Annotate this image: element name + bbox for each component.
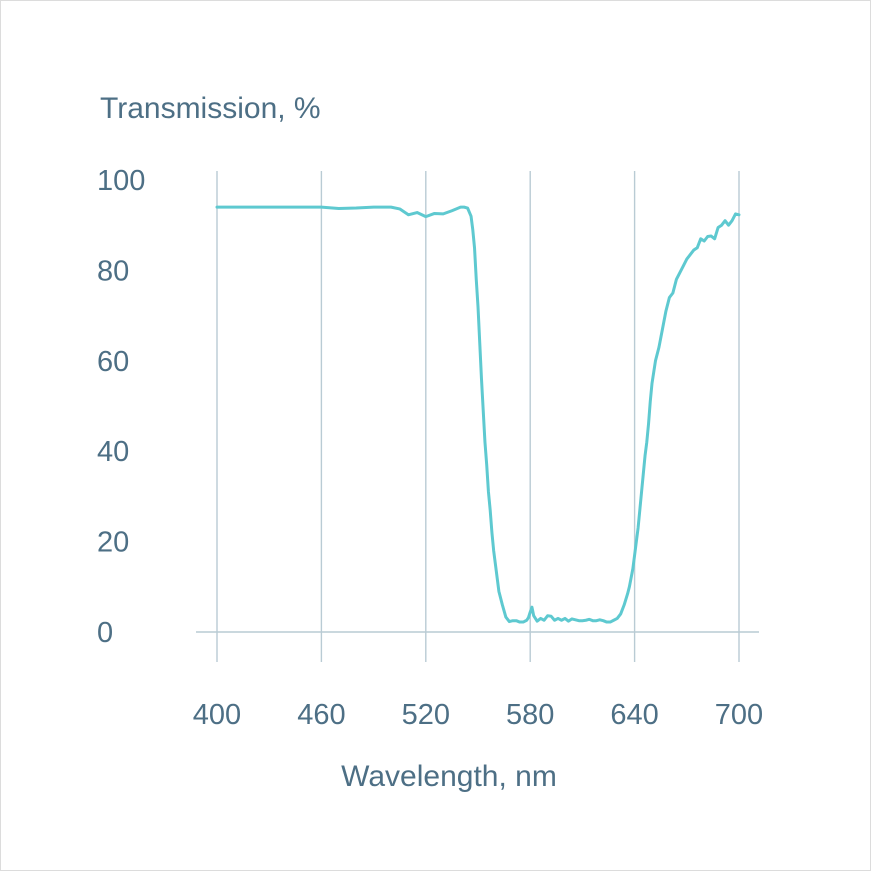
y-axis-title: Transmission, % (100, 92, 321, 125)
y-tick-label-60: 60 (97, 346, 129, 378)
x-axis-ticks: 400 460 520 580 640 700 (193, 699, 763, 731)
x-tick-label-700: 700 (715, 699, 763, 731)
series-line-0 (215, 205, 741, 624)
y-tick-label-20: 20 (97, 527, 129, 559)
y-tick-label-0: 0 (97, 617, 113, 649)
y-tick-label-40: 40 (97, 436, 129, 468)
x-tick-label-640: 640 (610, 699, 658, 731)
series-layer (215, 205, 741, 624)
x-tick-label-520: 520 (402, 699, 450, 731)
x-tick-label-580: 580 (506, 699, 554, 731)
x-tick-label-400: 400 (193, 699, 241, 731)
vertical-grid (216, 171, 740, 662)
y-tick-label-80: 80 (97, 255, 129, 287)
x-axis-title: Wavelength, nm (341, 760, 557, 793)
y-tick-label-100: 100 (97, 165, 145, 197)
x-tick-label-460: 460 (297, 699, 345, 731)
y-axis-ticks: 0 20 40 60 80 100 (97, 165, 145, 649)
